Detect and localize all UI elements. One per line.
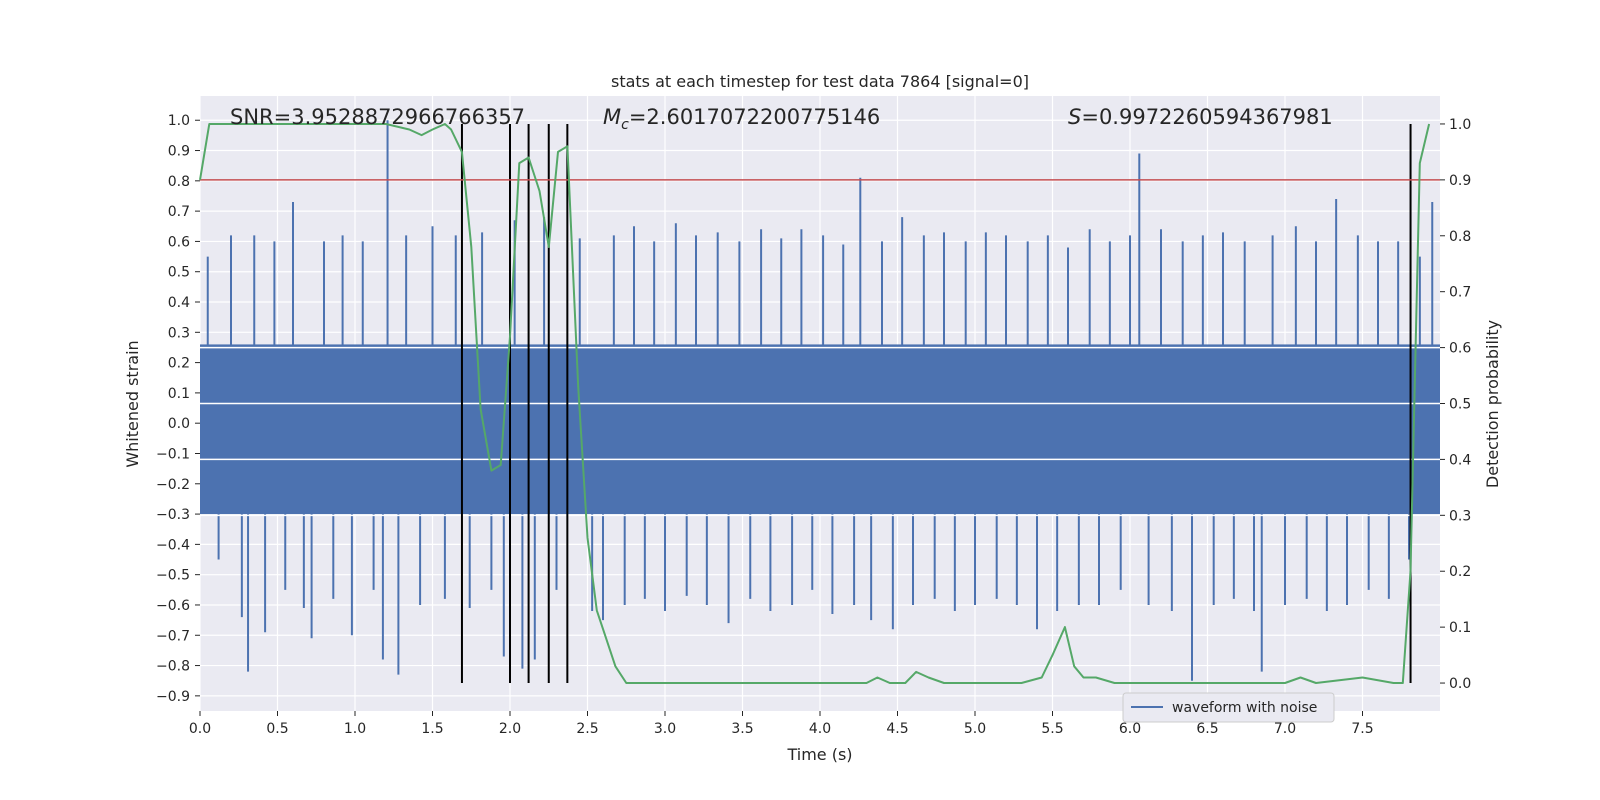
- y-right-tick-label-0: 1.0: [1449, 117, 1471, 133]
- y-tick-label-0: 1.0: [168, 113, 190, 129]
- y-axis-title: Whitened strain: [123, 340, 142, 467]
- x-tick-label-0: 0.0: [189, 721, 211, 737]
- mc-value: =2.6017072200775146: [629, 105, 880, 129]
- y-tick-label-6: 0.4: [168, 295, 190, 311]
- y-tick-label-7: 0.3: [168, 325, 190, 341]
- y-tick-label-15: −0.5: [156, 568, 190, 584]
- y-right-tick-label-7: 0.3: [1449, 508, 1471, 524]
- mc-symbol: M: [603, 105, 621, 129]
- y-right-axis-title: Detection probability: [1483, 320, 1502, 488]
- y-tick-label-18: −0.8: [156, 659, 190, 675]
- x-tick-label-15: 7.5: [1351, 721, 1373, 737]
- x-tick-label-12: 6.0: [1119, 721, 1141, 737]
- y-tick-label-12: −0.2: [156, 477, 190, 493]
- waveform-layer: [200, 120, 1440, 681]
- y-right-tick-label-9: 0.1: [1449, 620, 1471, 636]
- x-tick-label-6: 3.0: [654, 721, 676, 737]
- axes-layer: 0.0 0.5 1.0 1.5 2.0 2.5 3.0 3.5 4.0 4.5 5.0 5.5 6.0 6…: [156, 113, 1471, 737]
- x-tick-label-9: 4.5: [886, 721, 908, 737]
- vertical-lines-layer: [460, 123, 1412, 684]
- x-tick-label-13: 6.5: [1196, 721, 1218, 737]
- x-tick-label-1: 0.5: [266, 721, 288, 737]
- s-value: =0.9972260594367981: [1081, 105, 1332, 129]
- y-tick-label-9: 0.1: [168, 386, 190, 402]
- y-right-tick-label-3: 0.7: [1449, 285, 1471, 301]
- legend-box: [1122, 692, 1335, 723]
- x-tick-label-4: 2.0: [499, 721, 521, 737]
- snr-annotation: SNR=3.9528872966766357: [230, 105, 525, 129]
- probability-layer: [199, 123, 1431, 684]
- x-tick-label-8: 4.0: [809, 721, 831, 737]
- y-right-tick-label-10: 0.0: [1449, 676, 1471, 692]
- x-axis-title: Time (s): [786, 745, 852, 764]
- y-tick-label-4: 0.6: [168, 234, 190, 250]
- x-tick-label-2: 1.0: [344, 721, 366, 737]
- mc-subscript: c: [621, 117, 629, 133]
- y-tick-label-17: −0.7: [156, 628, 190, 644]
- x-tick-label-11: 5.5: [1041, 721, 1063, 737]
- detection-probability-line: [199, 123, 1431, 684]
- x-tick-label-3: 1.5: [421, 721, 443, 737]
- x-tick-label-5: 2.5: [576, 721, 598, 737]
- y-tick-label-16: −0.6: [156, 598, 190, 614]
- mc-annotation: Mc=2.6017072200775146: [603, 105, 880, 133]
- y-tick-label-1: 0.9: [168, 144, 190, 160]
- legend[interactable]: waveform with noise: [1122, 692, 1335, 723]
- y-tick-label-2: 0.8: [168, 174, 190, 190]
- y-right-tick-label-1: 0.9: [1449, 173, 1471, 189]
- y-right-tick-label-4: 0.6: [1449, 341, 1471, 357]
- x-tick-label-10: 5.0: [964, 721, 986, 737]
- y-right-tick-label-2: 0.8: [1449, 229, 1471, 245]
- y-tick-label-19: −0.9: [156, 689, 190, 705]
- y-tick-label-3: 0.7: [168, 204, 190, 220]
- y-tick-label-5: 0.5: [168, 265, 190, 281]
- y-right-tick-label-5: 0.5: [1449, 397, 1471, 413]
- y-right-tick-label-6: 0.4: [1449, 452, 1471, 468]
- x-tick-label-7: 3.5: [731, 721, 753, 737]
- s-symbol: S: [1068, 105, 1081, 129]
- y-tick-label-14: −0.4: [156, 537, 190, 553]
- y-right-tick-label-8: 0.2: [1449, 564, 1471, 580]
- x-tick-label-14: 7.0: [1274, 721, 1296, 737]
- y-tick-label-11: −0.1: [156, 446, 190, 462]
- chart-title: stats at each timestep for test data 786…: [611, 72, 1029, 91]
- y-tick-label-10: 0.0: [168, 416, 190, 432]
- legend-label-waveform: waveform with noise: [1172, 700, 1317, 716]
- s-annotation: S=0.9972260594367981: [1068, 105, 1333, 129]
- y-tick-label-13: −0.3: [156, 507, 190, 523]
- y-tick-label-8: 0.2: [168, 356, 190, 372]
